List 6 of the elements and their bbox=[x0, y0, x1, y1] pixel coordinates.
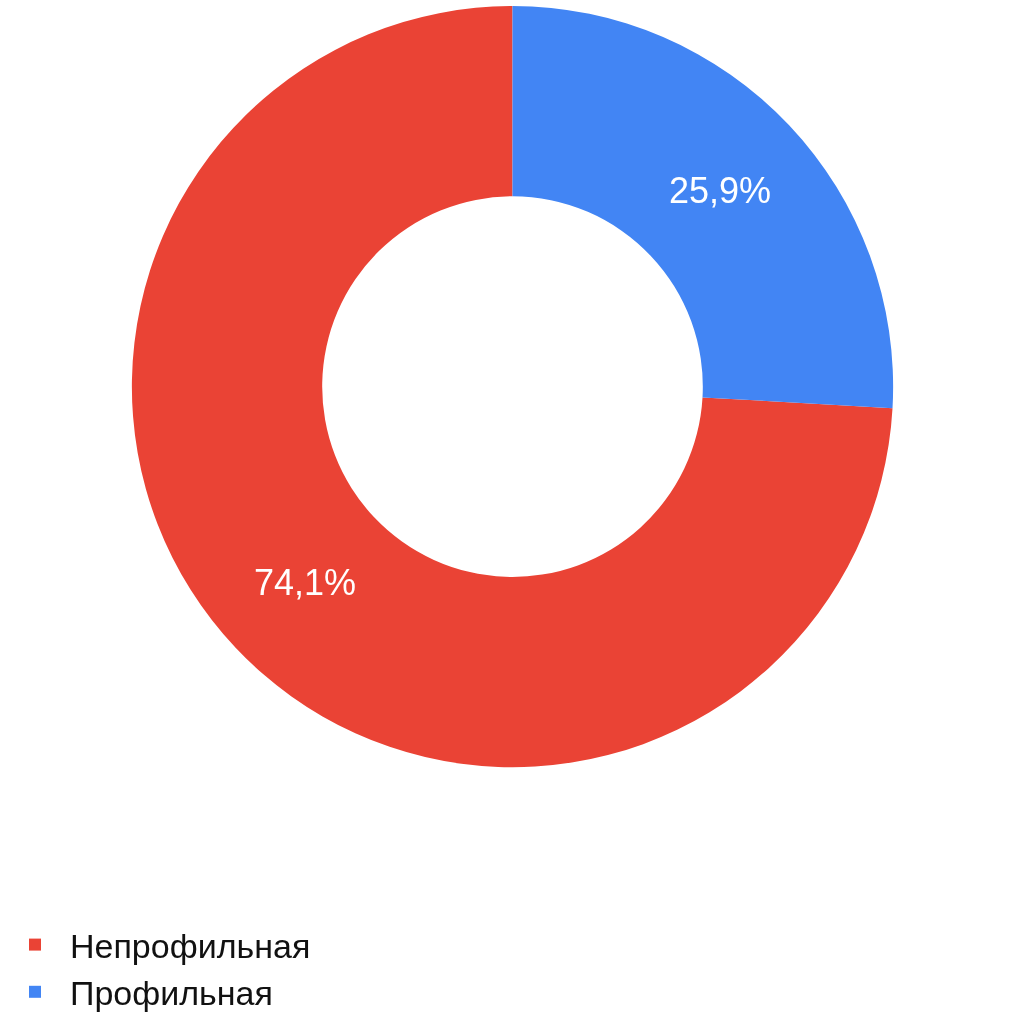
donut-slice bbox=[512, 6, 893, 409]
data-label: 74,1% bbox=[253, 562, 357, 604]
legend-label: Профильная bbox=[70, 974, 273, 1013]
donut-slice bbox=[131, 6, 893, 767]
data-label: 25,9% bbox=[668, 170, 772, 212]
legend-label: Непрофильная bbox=[70, 926, 311, 965]
